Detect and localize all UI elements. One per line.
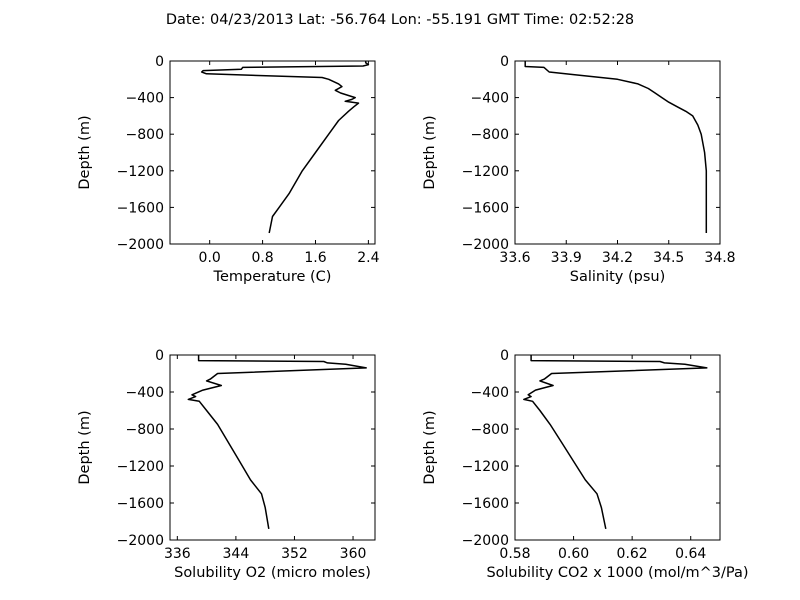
co2-ytick-label: 0 bbox=[500, 348, 509, 364]
o2-xtick-label: 360 bbox=[340, 546, 367, 562]
temperature-ytick-label: −400 bbox=[126, 91, 164, 107]
temperature-ytick-label: −1600 bbox=[117, 200, 164, 216]
temperature-xlabel: Temperature (C) bbox=[213, 269, 332, 285]
salinity-ytick-label: −400 bbox=[471, 91, 509, 107]
co2-ytick-label: −1200 bbox=[462, 459, 509, 475]
salinity-ytick-label: 0 bbox=[500, 54, 509, 70]
temperature-ylabel: Depth (m) bbox=[77, 115, 93, 189]
co2-ytick-label: −1600 bbox=[462, 496, 509, 512]
salinity-ytick-label: −800 bbox=[471, 127, 509, 143]
o2-axes-frame bbox=[169, 354, 376, 541]
temperature-xtick-label: 0.0 bbox=[199, 250, 221, 266]
salinity-xtick-label: 34.8 bbox=[704, 250, 735, 266]
o2-ylabel: Depth (m) bbox=[77, 410, 93, 484]
temperature-ytick-label: −800 bbox=[126, 127, 164, 143]
co2-xtick-label: 0.58 bbox=[499, 546, 530, 562]
salinity-profile-line bbox=[524, 61, 708, 233]
panel-co2: 0.58 0.60 0.62 0.64 0 −400 −800 −1200 −1600 −2000… bbox=[422, 348, 749, 581]
salinity-xtick-label: 34.5 bbox=[653, 250, 684, 266]
o2-ytick-label: 0 bbox=[155, 348, 164, 364]
co2-ytick-label: −400 bbox=[471, 385, 509, 401]
panel-salinity: 33.6 33.9 34.2 34.5 34.8 0 −400 −800 −1200 −1600 −… bbox=[422, 54, 736, 285]
o2-ytick-label: −800 bbox=[126, 422, 164, 438]
o2-xtick-label: 344 bbox=[223, 546, 250, 562]
o2-ytick-label: −400 bbox=[126, 385, 164, 401]
panels: 0.0 0.8 1.6 2.4 0 −400 −800 −1200 −1600 −2000 Temp… bbox=[77, 54, 749, 581]
co2-xtick-label: 0.60 bbox=[558, 546, 589, 562]
o2-profile-line bbox=[187, 355, 367, 530]
o2-xtick-label: 352 bbox=[281, 546, 308, 562]
co2-ytick-label: −2000 bbox=[462, 533, 509, 549]
salinity-ytick-label: −1200 bbox=[462, 164, 509, 180]
salinity-xtick-label: 33.6 bbox=[499, 250, 530, 266]
panel-o2: 336 344 352 360 0 −400 −800 −1200 −1600 −2000 Solu… bbox=[77, 348, 376, 581]
co2-xtick-label: 0.62 bbox=[617, 546, 648, 562]
salinity-ytick-label: −2000 bbox=[462, 237, 509, 253]
co2-ytick-label: −800 bbox=[471, 422, 509, 438]
temperature-ytick-label: −2000 bbox=[117, 237, 164, 253]
co2-axes-frame bbox=[514, 354, 721, 541]
salinity-xtick-label: 34.2 bbox=[602, 250, 633, 266]
salinity-ylabel: Depth (m) bbox=[422, 115, 438, 189]
temperature-xtick-label: 0.8 bbox=[251, 250, 273, 266]
salinity-xlabel: Salinity (psu) bbox=[570, 269, 666, 285]
figure-title: Date: 04/23/2013 Lat: -56.764 Lon: -55.1… bbox=[166, 12, 634, 28]
o2-xlabel: Solubility O2 (micro moles) bbox=[174, 565, 371, 581]
co2-ylabel: Depth (m) bbox=[422, 410, 438, 484]
o2-ytick-label: −2000 bbox=[117, 533, 164, 549]
o2-xtick-label: 336 bbox=[164, 546, 191, 562]
co2-profile-line bbox=[523, 355, 708, 530]
o2-ytick-label: −1200 bbox=[117, 459, 164, 475]
panel-temperature: 0.0 0.8 1.6 2.4 0 −400 −800 −1200 −1600 −2000 Temp… bbox=[77, 54, 380, 285]
co2-xtick-label: 0.64 bbox=[675, 546, 706, 562]
co2-xlabel: Solubility CO2 x 1000 (mol/m^3/Pa) bbox=[486, 565, 748, 581]
salinity-axes-frame bbox=[514, 60, 721, 245]
temperature-xtick-label: 2.4 bbox=[357, 250, 379, 266]
temperature-profile-line bbox=[200, 61, 370, 234]
temperature-ytick-label: 0 bbox=[155, 54, 164, 70]
temperature-xtick-label: 1.6 bbox=[304, 250, 326, 266]
salinity-xtick-label: 33.9 bbox=[551, 250, 582, 266]
salinity-ytick-label: −1600 bbox=[462, 200, 509, 216]
temperature-ytick-label: −1200 bbox=[117, 164, 164, 180]
o2-ytick-label: −1600 bbox=[117, 496, 164, 512]
temperature-axes-frame bbox=[169, 60, 376, 245]
